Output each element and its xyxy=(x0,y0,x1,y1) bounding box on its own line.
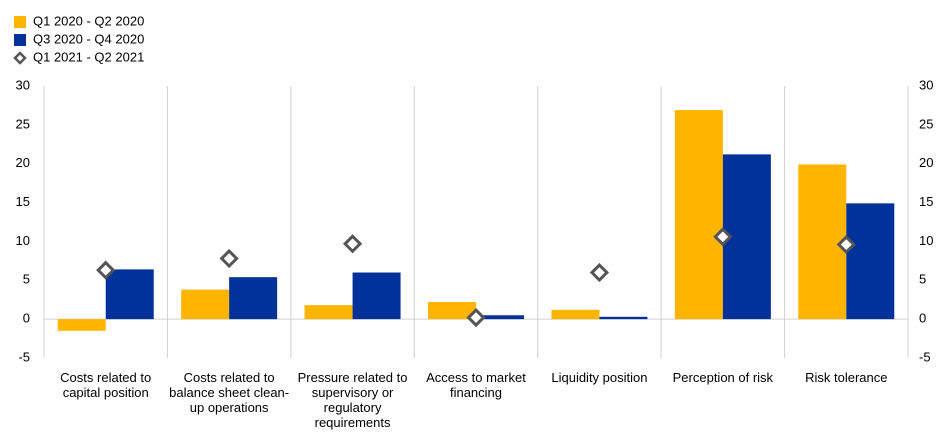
bar xyxy=(798,164,847,320)
y2-tick-label: 20 xyxy=(919,155,933,170)
legend-label: Q3 2020 - Q4 2020 xyxy=(33,31,144,46)
bar xyxy=(846,203,895,320)
y-tick-label: 15 xyxy=(16,194,30,209)
bar xyxy=(304,305,353,320)
bar xyxy=(181,289,230,320)
bar xyxy=(476,315,524,320)
y-tick-label: -5 xyxy=(18,349,30,364)
y-tick-label: 25 xyxy=(16,116,30,131)
diamond-marker xyxy=(589,262,610,283)
x-tick-label: Liquidity position xyxy=(551,370,648,385)
bar xyxy=(599,316,648,320)
x-tick-label: Pressure related to supervisory or regul… xyxy=(297,370,408,430)
legend-label: Q1 2021 - Q2 2021 xyxy=(33,49,144,64)
y2-tick-label: 15 xyxy=(919,194,933,209)
y2-tick-label: -5 xyxy=(919,349,931,364)
bar xyxy=(57,319,106,331)
legend-symbol xyxy=(14,16,26,28)
bar xyxy=(352,272,401,320)
bar xyxy=(428,302,476,320)
legend-label: Q1 2020 - Q2 2020 xyxy=(33,13,144,28)
diamond-marker xyxy=(96,260,116,280)
y2-tick-label: 0 xyxy=(919,311,926,326)
bar xyxy=(551,309,600,320)
y2-tick-label: 30 xyxy=(919,77,933,92)
diamond-marker xyxy=(342,234,363,254)
y-tick-label: 10 xyxy=(16,233,30,248)
diamond-marker xyxy=(713,227,733,247)
x-tick-label: Risk tolerance xyxy=(805,370,888,385)
bar xyxy=(229,277,278,320)
bar xyxy=(674,110,723,320)
legend-symbol xyxy=(14,34,26,46)
x-tick-label: Costs related to capital position xyxy=(60,370,152,400)
bar xyxy=(105,269,154,320)
x-tick-label: Costs related to balance sheet clean-up … xyxy=(169,370,290,415)
y2-tick-label: 10 xyxy=(919,233,933,248)
legend-symbol xyxy=(13,51,27,65)
diamond-marker xyxy=(219,248,239,269)
y-tick-label: 30 xyxy=(16,77,30,92)
y-tick-label: 5 xyxy=(23,272,30,287)
y-tick-label: 20 xyxy=(16,155,30,170)
y2-tick-label: 5 xyxy=(919,272,926,287)
y-tick-label: 0 xyxy=(23,311,30,326)
x-tick-label: Access to market financing xyxy=(426,370,526,400)
diamond-marker xyxy=(836,234,856,255)
x-tick-label: Perception of risk xyxy=(672,370,774,385)
y2-tick-label: 25 xyxy=(919,116,933,131)
diamond-marker xyxy=(466,307,486,328)
